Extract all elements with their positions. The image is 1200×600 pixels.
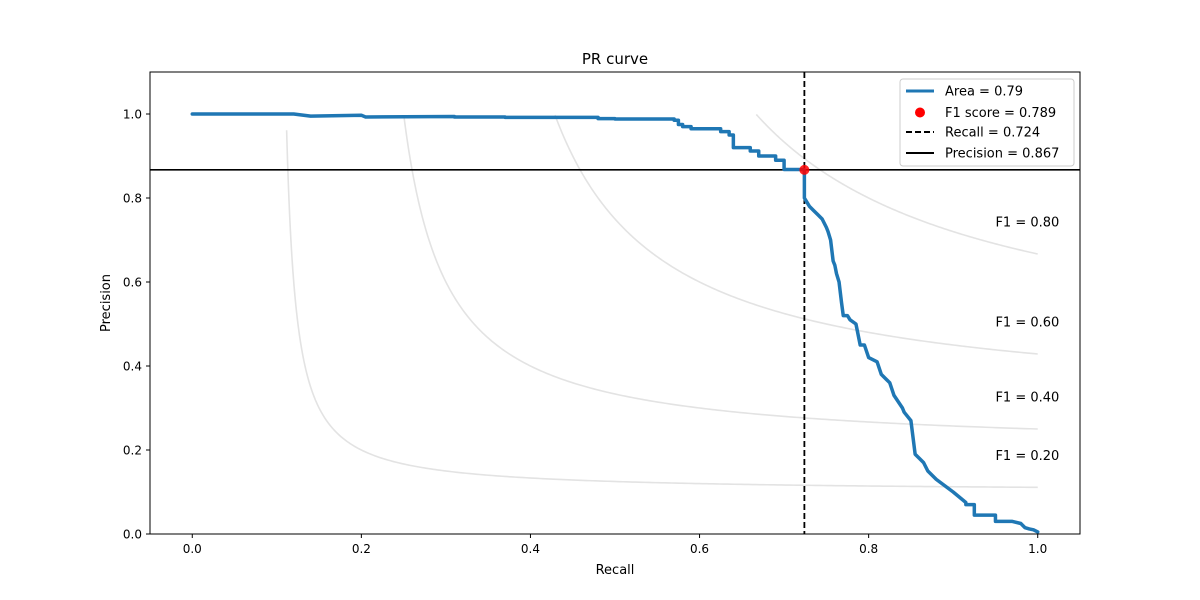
iso-f1-curve	[755, 113, 1038, 255]
iso-f1-label: F1 = 0.40	[995, 391, 1059, 406]
f1-point-layer	[799, 164, 810, 175]
iso-f1-curves	[285, 113, 1038, 489]
iso-f1-curve	[285, 130, 1038, 489]
x-axis-ticks: 0.0 0.2 0.4 0.6 0.8 1.0	[183, 534, 1047, 556]
x-tick-label: 0.6	[690, 542, 709, 556]
legend-label-precision-line: Precision = 0.867	[945, 147, 1059, 162]
legend-label-pr-series: Area = 0.79	[945, 85, 1023, 100]
iso-f1-curve	[403, 117, 1038, 430]
f1-score-point	[799, 164, 810, 175]
iso-f1-labels: F1 = 0.20 F1 = 0.40 F1 = 0.60 F1 = 0.80	[995, 216, 1059, 464]
legend-label-f1-point: F1 score = 0.789	[945, 106, 1056, 121]
iso-f1-label: F1 = 0.60	[995, 316, 1059, 331]
y-tick-label: 0.8	[123, 192, 142, 206]
iso-f1-label: F1 = 0.80	[995, 216, 1059, 231]
y-tick-label: 1.0	[123, 108, 142, 122]
x-tick-label: 0.0	[183, 542, 202, 556]
x-tick-label: 0.2	[352, 542, 371, 556]
legend-box	[899, 78, 1075, 167]
x-tick-label: 0.8	[859, 542, 878, 556]
x-tick-label: 1.0	[1028, 542, 1047, 556]
x-axis-label: Recall	[596, 563, 635, 578]
legend: Area = 0.79 F1 score = 0.789 Recall = 0.…	[899, 78, 1075, 167]
legend-label-recall-line: Recall = 0.724	[945, 126, 1040, 141]
y-axis-label: Precision	[99, 274, 114, 332]
iso-f1-label: F1 = 0.20	[995, 449, 1059, 464]
legend-swatch-f1-point	[915, 107, 925, 118]
iso-f1-curve	[554, 114, 1038, 355]
pr-curve-line	[190, 112, 1040, 534]
y-tick-label: 0.2	[123, 444, 142, 458]
y-tick-label: 0.4	[123, 360, 142, 374]
pr-series-layer	[190, 112, 1040, 534]
plot-frame	[149, 71, 1081, 535]
reference-lines	[150, 72, 1080, 534]
x-tick-label: 0.4	[521, 542, 540, 556]
y-axis-ticks: 0.0 0.2 0.4 0.6 0.8 1.0	[123, 108, 150, 542]
chart-title: PR curve	[582, 50, 648, 68]
y-tick-label: 0.0	[123, 528, 142, 542]
y-tick-label: 0.6	[123, 276, 142, 290]
